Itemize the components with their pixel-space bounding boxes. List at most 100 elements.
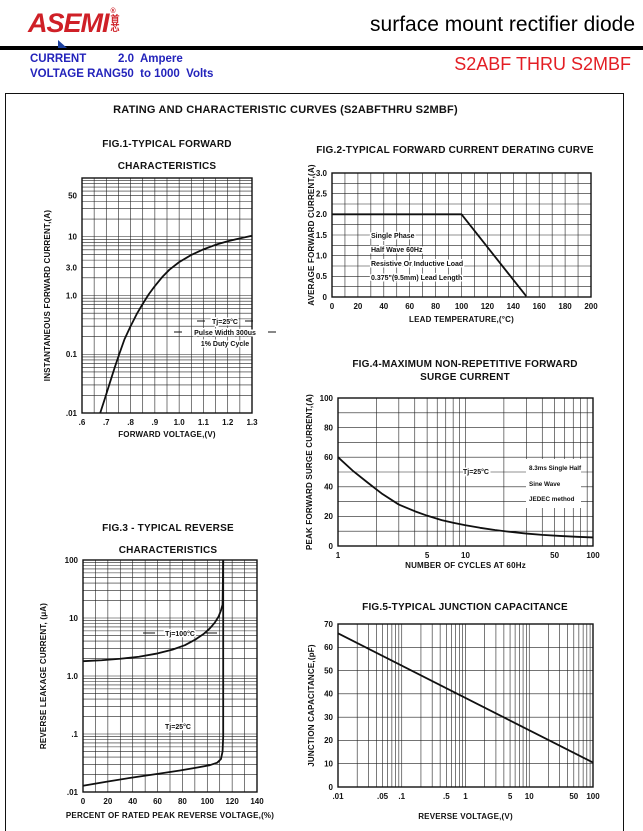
annotation-text: Resistive Or Inductive Load — [371, 261, 463, 268]
chart-fig3-typical-reverse-characteristics: 0 20 40 60 80 100 120 140 100 10 1.0 .1 .01 FIG.3 - T… — [39, 523, 274, 820]
x-tick-label: .01 — [332, 792, 344, 801]
plot-border — [337, 623, 594, 788]
x-tick-label: 160 — [533, 302, 547, 311]
x-tick-label: 200 — [584, 302, 598, 311]
x-tick-label: .6 — [79, 418, 86, 427]
y-tick-label: 100 — [65, 556, 79, 565]
asemi-logo: ASEMI ® 首芯 — [28, 8, 121, 48]
x-tick-label: 1 — [463, 792, 468, 801]
current-label: CURRENT — [30, 53, 87, 65]
panel-title: RATING AND CHARACTERISTIC CURVES (S2ABFT… — [113, 104, 458, 116]
annotation-text: Sine Wave — [529, 481, 561, 488]
document-title: surface mount rectifier diode — [370, 13, 635, 36]
tj-25c-curve — [82, 560, 225, 787]
y-tick-label: 40 — [324, 690, 333, 699]
y-tick-label: 10 — [324, 760, 333, 769]
annotation-text: Tj=25°C — [463, 468, 489, 476]
current-spec-row: CURRENT 2.0 Ampere — [30, 53, 213, 65]
figure-title: CHARACTERISTICS — [119, 545, 218, 556]
x-tick-label: .7 — [103, 418, 110, 427]
y-tick-label: 3.0 — [316, 169, 328, 178]
y-tick-label: 2.5 — [316, 189, 328, 198]
x-tick-label: 120 — [481, 302, 495, 311]
x-tick-label: 120 — [225, 797, 239, 806]
x-axis-title: PERCENT OF RATED PEAK REVERSE VOLTAGE,(%… — [66, 811, 274, 820]
y-tick-label: 20 — [324, 736, 333, 745]
x-tick-label: .8 — [127, 418, 134, 427]
annotation-box — [526, 459, 581, 508]
curves-panel: RATING AND CHARACTERISTIC CURVES (S2ABFT… — [5, 93, 624, 831]
y-tick-label: 0 — [329, 542, 334, 551]
y-tick-label: 50 — [68, 191, 77, 200]
chart-fig5-typical-junction-capacitance: .01 .05 .1 .5 1 5 10 50 100 0 10 20 30 40 50 60 70 FIG.5-… — [307, 602, 600, 821]
y-tick-label: .01 — [67, 788, 79, 797]
figure-title: SURGE CURRENT — [420, 372, 510, 383]
x-tick-label: .5 — [443, 792, 450, 801]
x-tick-label: 60 — [405, 302, 414, 311]
x-tick-label: 1.1 — [198, 418, 210, 427]
y-tick-label: 20 — [324, 512, 333, 521]
tj-100c-curve — [82, 559, 225, 663]
logo-chinese-text: 首芯 — [110, 14, 120, 33]
y-tick-label: 60 — [324, 643, 333, 652]
y-tick-label: .1 — [71, 730, 78, 739]
registered-mark-icon: ® — [110, 8, 116, 15]
voltage-spec-row: VOLTAGE RANG 50 to 1000 Volts — [30, 68, 213, 80]
y-tick-label: 0.1 — [66, 350, 78, 359]
annotation-text: Single Phase — [371, 233, 415, 240]
annotation-text: Tj=25°C — [212, 318, 238, 326]
y-axis-title: PEAK FORWARD SURGE CURRENT,(A) — [305, 394, 314, 550]
y-tick-label: 40 — [324, 483, 333, 492]
x-axis-title: NUMBER OF CYCLES AT 60Hz — [405, 561, 526, 570]
annotation-text: Tj=25°C — [165, 723, 191, 731]
y-tick-label: 0 — [329, 783, 334, 792]
y-tick-label: 1.5 — [316, 231, 328, 240]
x-tick-label: 0 — [81, 797, 86, 806]
chart-fig4-max-nonrepetitive-surge-current: 1 5 10 50 100 0 20 40 60 80 100 FIG.4-MAXIMUM NON-R… — [305, 359, 600, 570]
plot-border — [337, 397, 594, 547]
x-tick-label: 20 — [353, 302, 362, 311]
x-tick-label: 10 — [525, 792, 534, 801]
x-tick-label: 140 — [250, 797, 264, 806]
x-axis-title: FORWARD VOLTAGE,(V) — [118, 430, 216, 439]
annotation-text: 0.375"(9.5mm) Lead Length — [371, 275, 462, 282]
figure-title: CHARACTERISTICS — [118, 161, 217, 172]
derating-curve — [332, 213, 527, 297]
current-value: 2.0 Ampere — [118, 53, 183, 65]
x-tick-label: 5 — [425, 551, 430, 560]
x-tick-label: 50 — [569, 792, 578, 801]
logo-triangle-icon — [58, 40, 67, 48]
y-tick-label: 80 — [324, 423, 333, 432]
y-tick-label: 100 — [320, 394, 334, 403]
chart-fig1-typical-forward-characteristics: .6 .7 .8 .9 1.0 1.1 1.2 1.3 50 10 3.0 1.0 0.1 .01 FIG.… — [43, 139, 276, 439]
y-tick-label: 50 — [324, 666, 333, 675]
x-tick-label: 1 — [336, 551, 341, 560]
junction-capacitance-curve — [337, 632, 594, 764]
x-tick-label: 1.0 — [174, 418, 186, 427]
plot-border — [82, 559, 258, 793]
x-axis-title: REVERSE VOLTAGE,(V) — [418, 812, 513, 821]
annotation-text: 1% Duty Cycle — [201, 341, 249, 348]
x-tick-label: 40 — [128, 797, 137, 806]
y-tick-label: 1.0 — [67, 672, 79, 681]
x-tick-label: .9 — [152, 418, 159, 427]
x-tick-label: 5 — [508, 792, 513, 801]
x-tick-label: 20 — [103, 797, 112, 806]
x-tick-label: .1 — [398, 792, 405, 801]
y-tick-label: 1.0 — [66, 291, 78, 300]
x-tick-label: 100 — [586, 551, 600, 560]
plot-border — [331, 172, 592, 298]
annotation-text: 8.3ms Single Half — [529, 465, 582, 472]
x-axis-title: LEAD TEMPERATURE,(°C) — [409, 315, 514, 324]
part-number-range: S2ABF THRU S2MBF — [454, 54, 631, 74]
y-tick-label: 70 — [324, 620, 333, 629]
x-tick-label: 10 — [461, 551, 470, 560]
x-tick-label: 80 — [431, 302, 440, 311]
surge-current-curve — [337, 456, 594, 539]
voltage-label: VOLTAGE RANG — [30, 68, 121, 80]
x-tick-label: 100 — [586, 792, 600, 801]
y-tick-label: 30 — [324, 713, 333, 722]
y-axis-title: REVERSE LEAKAGE CURRENT, (μA) — [39, 603, 48, 749]
